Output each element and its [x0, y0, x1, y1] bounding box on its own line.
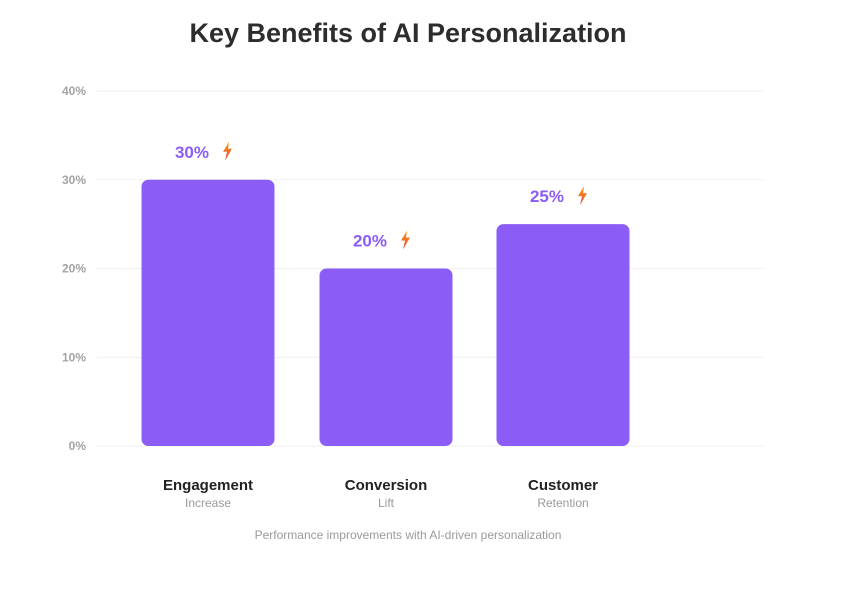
y-tick-label: 40%	[62, 84, 86, 98]
bar	[141, 179, 275, 446]
value-labels: 30% 20% 25%	[175, 141, 587, 251]
value-label: 20%	[353, 232, 387, 251]
category-label: Engagement	[163, 477, 253, 494]
value-label: 30%	[175, 143, 209, 162]
bar	[319, 268, 453, 446]
y-axis: 0% 10% 20% 30% 40%	[62, 84, 86, 453]
lightning-bolt-icon	[578, 186, 587, 206]
y-tick-label: 20%	[62, 262, 86, 276]
category-label: Customer	[528, 477, 598, 494]
y-tick-label: 10%	[62, 350, 86, 364]
bars	[141, 179, 630, 446]
chart-title: Key Benefits of AI Personalization	[189, 18, 627, 48]
value-label: 25%	[530, 187, 564, 206]
bar	[496, 224, 630, 446]
chart-caption: Performance improvements with AI-driven …	[254, 528, 562, 542]
y-tick-label: 0%	[69, 439, 87, 453]
category-sublabel: Lift	[378, 496, 395, 510]
x-axis: Engagement Increase Conversion Lift Customer…	[163, 477, 598, 510]
category-label: Conversion	[345, 477, 428, 494]
category-sublabel: Retention	[537, 496, 588, 510]
lightning-bolt-icon	[401, 230, 410, 250]
lightning-bolt-icon	[223, 141, 232, 161]
category-sublabel: Increase	[185, 496, 231, 510]
y-tick-label: 30%	[62, 173, 86, 187]
